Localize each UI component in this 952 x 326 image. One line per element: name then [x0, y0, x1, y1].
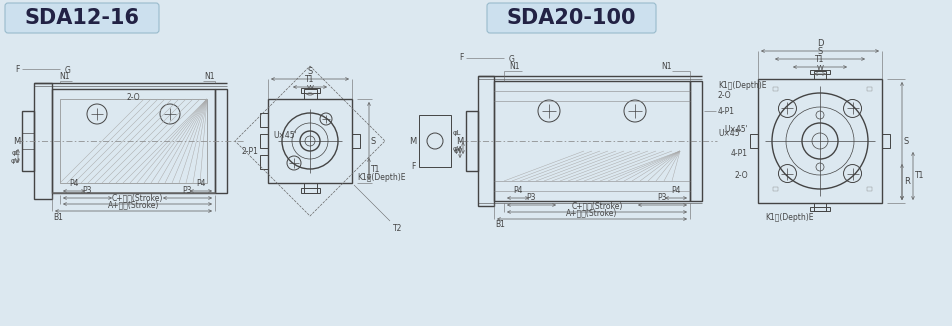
Text: φV: φV	[10, 158, 20, 164]
Bar	[304, 183, 317, 193]
Text: 4-P1: 4-P1	[730, 149, 747, 157]
Text: G: G	[508, 55, 514, 64]
Text: N1: N1	[661, 62, 671, 71]
Text: U×45': U×45'	[272, 131, 296, 141]
Text: G: G	[65, 66, 70, 75]
Bar	[866, 87, 871, 91]
Bar	[772, 187, 777, 191]
Text: T1: T1	[914, 171, 923, 181]
Text: 2-O: 2-O	[734, 171, 747, 181]
Text: T1: T1	[305, 75, 314, 84]
Text: F: F	[411, 162, 416, 171]
Bar	[419, 115, 450, 167]
Bar	[749, 134, 757, 148]
Text: C+行程(Stroke): C+行程(Stroke)	[570, 201, 622, 210]
Text: B1: B1	[53, 213, 63, 222]
Bar	[772, 87, 777, 91]
Text: T1: T1	[370, 165, 380, 173]
Bar	[260, 155, 268, 169]
Bar	[268, 99, 351, 183]
Text: M: M	[408, 137, 416, 145]
Text: 2-O: 2-O	[127, 93, 140, 102]
Text: 2-P1: 2-P1	[241, 146, 258, 156]
Bar	[466, 111, 478, 171]
Bar	[60, 99, 207, 183]
Text: 2-O: 2-O	[717, 92, 731, 100]
Text: B1: B1	[494, 220, 505, 229]
Text: A+行程(Stroke): A+行程(Stroke)	[108, 200, 159, 209]
Bar	[260, 134, 268, 148]
Text: K1深(Depth)E: K1深(Depth)E	[357, 173, 405, 183]
Text: K1深(Depth)E: K1深(Depth)E	[765, 213, 813, 222]
Bar	[351, 134, 360, 148]
Text: S: S	[903, 137, 908, 145]
Text: S: S	[817, 47, 822, 56]
Bar	[301, 88, 320, 93]
Text: N1: N1	[205, 72, 215, 81]
Bar	[304, 89, 317, 99]
Bar	[813, 71, 825, 79]
Text: P3: P3	[183, 186, 192, 195]
Text: U×45': U×45'	[724, 125, 747, 134]
Text: U×45': U×45'	[717, 128, 741, 138]
Bar	[809, 207, 829, 211]
Text: M: M	[455, 137, 463, 145]
Text: 4-P1: 4-P1	[717, 107, 734, 115]
Text: φV: φV	[453, 148, 463, 154]
Text: K1深(Depth)E: K1深(Depth)E	[717, 82, 765, 91]
Bar	[260, 113, 268, 127]
Text: M: M	[12, 137, 20, 145]
Text: T1: T1	[815, 55, 823, 64]
Text: F: F	[15, 65, 20, 73]
Text: P4: P4	[513, 186, 523, 195]
Bar	[301, 188, 320, 193]
Text: N1: N1	[508, 62, 519, 71]
Bar	[215, 89, 227, 193]
Bar	[809, 70, 829, 74]
Text: C+行程(Stroke): C+行程(Stroke)	[111, 193, 163, 202]
Text: R: R	[903, 177, 909, 186]
Bar	[866, 187, 871, 191]
Text: P3: P3	[83, 186, 92, 195]
Text: W: W	[307, 85, 313, 91]
Text: SDA12-16: SDA12-16	[25, 8, 139, 28]
Text: W: W	[816, 65, 823, 71]
Text: F: F	[459, 53, 464, 63]
Text: D: D	[816, 39, 823, 48]
Text: φL: φL	[11, 150, 20, 156]
Text: S: S	[307, 67, 312, 76]
Text: P4: P4	[69, 179, 79, 188]
Bar	[52, 89, 215, 193]
Bar	[34, 83, 52, 199]
Text: S: S	[370, 137, 376, 145]
Text: P3: P3	[526, 193, 536, 202]
FancyBboxPatch shape	[486, 3, 655, 33]
Bar	[478, 76, 493, 206]
Bar	[22, 111, 34, 171]
Bar	[813, 203, 825, 211]
Bar	[493, 81, 689, 201]
Text: φV: φV	[452, 146, 462, 152]
Text: T2: T2	[392, 224, 402, 233]
Bar	[52, 192, 215, 193]
Text: φL: φL	[452, 130, 461, 136]
Text: P3: P3	[657, 193, 666, 202]
Text: SDA20-100: SDA20-100	[506, 8, 635, 28]
Bar	[689, 81, 702, 201]
FancyBboxPatch shape	[5, 3, 159, 33]
Text: N1: N1	[60, 72, 70, 81]
Bar	[881, 134, 889, 148]
Text: A+行程(Stroke): A+行程(Stroke)	[565, 208, 617, 217]
Text: P4: P4	[196, 179, 206, 188]
Bar	[757, 79, 881, 203]
Text: P4: P4	[670, 186, 680, 195]
